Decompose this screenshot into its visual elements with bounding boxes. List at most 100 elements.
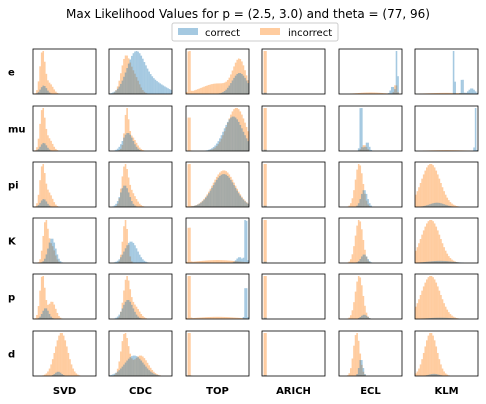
bar-incorrect-mu-svd-9 [47,135,49,151]
bar-incorrect-d-ecl-13 [359,353,362,376]
bar-incorrect-K-ecl-7 [350,259,352,263]
bar-correct-e-ecl-33 [390,86,393,94]
bar-incorrect-pi-top-21 [219,172,221,207]
bar-correct-e-cdc-39 [170,89,172,94]
bar-incorrect-d-cdc-11 [126,338,128,376]
bar-correct-K-cdc-16 [134,245,136,263]
bar-incorrect-d-cdc-10 [124,333,127,376]
bar-incorrect-d-svd-26 [73,371,76,376]
bar-incorrect-K-klm-10 [430,220,433,263]
bar-incorrect-d-svd-23 [69,359,71,376]
bar-incorrect-mu-top-39 [247,131,249,151]
bar-correct-e-ecl-36 [395,51,398,94]
bar-incorrect-e-top-3 [190,90,193,94]
bar-incorrect-pi-cdc-17 [135,199,138,207]
bar-correct-d-cdc-4 [115,372,117,376]
bar-incorrect-K-top-7 [197,261,199,263]
bar-correct-p-svd-10 [48,313,51,319]
bar-incorrect-pi-top-39 [247,203,249,207]
bar-correct-e-svd-9 [47,90,49,94]
bar-incorrect-pi-cdc-5 [116,203,119,207]
bar-incorrect-K-klm-22 [449,258,452,263]
bar-correct-p-klm-11 [432,317,434,319]
bar-correct-K-ecl-14 [361,256,363,263]
bar-incorrect-pi-svd-14 [55,204,57,207]
bar-correct-mu-cdc-8 [121,141,124,151]
bar-incorrect-p-svd-9 [47,304,49,319]
bar-correct-mu-ecl-15 [362,147,365,151]
bar-incorrect-K-top-12 [204,260,207,263]
bar-incorrect-e-top-11 [203,86,205,94]
bar-correct-d-svd-15 [56,371,59,376]
bar-incorrect-K-top-20 [217,260,220,263]
bar-incorrect-mu-top-35 [241,114,243,151]
bar-correct-p-klm-20 [446,317,449,319]
bar-correct-K-svd-16 [58,258,60,263]
bar-correct-d-ecl-14 [361,360,363,376]
bar-incorrect-pi-cdc-9 [123,166,125,207]
bar-incorrect-e-klm-21 [448,92,450,94]
bar-correct-mu-top-18 [214,145,216,151]
bar-incorrect-mu-top-25 [225,127,227,151]
bar-incorrect-e-cdc-10 [124,55,127,94]
bar-incorrect-p-ecl-17 [365,312,368,319]
bar-incorrect-e-svd-14 [55,91,57,94]
panel-p-klm [414,273,479,320]
bar-incorrect-pi-cdc-18 [137,201,139,207]
bar-correct-K-svd-15 [56,254,59,263]
bar-correct-e-cdc-20 [140,55,143,94]
bar-correct-K-cdc-8 [121,254,124,263]
bar-incorrect-K-svd-11 [50,243,52,263]
bar-correct-e-cdc-19 [138,53,141,94]
bar-incorrect-d-cdc-24 [146,362,149,376]
bar-correct-e-klm-31 [463,92,466,94]
bar-incorrect-e-top-38 [245,75,248,94]
row-label-p: p [8,293,15,304]
bar-correct-d-svd-13 [53,374,56,376]
bar-correct-K-klm-24 [452,261,455,263]
bar-incorrect-mu-cdc-18 [137,145,139,151]
bar-correct-mu-cdc-6 [118,146,121,151]
bar-correct-p-klm-18 [443,317,445,319]
bar-correct-e-cdc-1 [110,93,113,94]
bar-incorrect-pi-klm-13 [435,170,438,207]
bar-correct-e-top-29 [231,80,234,94]
bar-correct-pi-ecl-16 [364,190,366,207]
bar-correct-pi-top-26 [226,175,229,207]
bar-incorrect-pi-top-28 [230,176,232,207]
legend: correct incorrect [171,22,339,42]
bar-correct-d-cdc-27 [151,372,154,376]
bar-correct-mu-ecl-12 [357,148,360,151]
bar-incorrect-K-top-29 [231,260,234,263]
panel-frame [108,161,173,208]
bar-incorrect-mu-svd-10 [48,138,51,151]
bar-incorrect-p-klm-5 [422,286,425,319]
bar-incorrect-p-top-36 [242,318,245,319]
panel-frame [338,330,403,377]
bar-correct-K-klm-16 [440,260,442,263]
panel-pi-arich [261,161,326,208]
bar-incorrect-d-cdc-4 [115,372,117,376]
bar-correct-mu-cdc-7 [120,144,122,151]
bar-correct-e-cdc-9 [123,76,125,94]
bar-correct-K-ecl-12 [357,261,360,263]
bar-incorrect-mu-cdc-7 [120,148,122,151]
bar-incorrect-e-cdc-3 [113,92,116,94]
bar-correct-pi-cdc-15 [132,203,135,207]
bar-incorrect-pi-klm-5 [422,174,425,207]
bar-incorrect-p-cdc-12 [127,280,130,319]
bar-incorrect-K-top-8 [198,261,201,263]
bar-incorrect-d-klm-17 [441,368,444,376]
bar-incorrect-K-klm-13 [435,226,438,263]
bar-incorrect-pi-ecl-14 [361,173,363,207]
bar-correct-e-cdc-37 [167,88,169,94]
bar-correct-mu-top-22 [220,135,223,151]
bar-correct-e-top-24 [223,91,226,94]
bar-incorrect-e-ecl-13 [359,92,362,94]
bar-incorrect-d-cdc-20 [140,355,143,376]
panel-frame [414,48,479,95]
bar-correct-e-svd-5 [40,87,43,94]
bar-incorrect-d-arich-2 [265,333,267,376]
bar-incorrect-mu-cdc-12 [127,119,130,151]
bar-correct-d-svd-12 [51,375,54,376]
